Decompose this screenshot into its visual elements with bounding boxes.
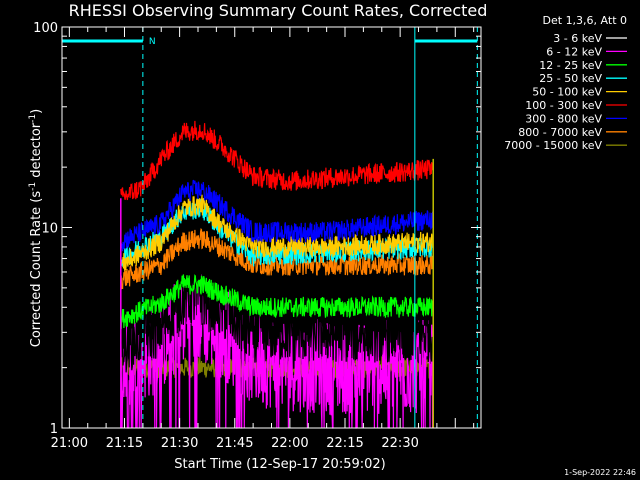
x-axis-label: Start Time (12-Sep-17 20:59:02) bbox=[174, 457, 385, 472]
series-line-7 bbox=[120, 227, 434, 290]
y-axis-label-sup2: -1 bbox=[28, 114, 38, 123]
x-tick-label: 22:30 bbox=[381, 436, 418, 451]
x-tick-label: 21:45 bbox=[216, 436, 253, 451]
series-line-2 bbox=[120, 274, 434, 330]
footer-timestamp: 1-Sep-2022 22:46 bbox=[564, 468, 636, 477]
y-axis-label-sup1: -1 bbox=[28, 182, 38, 191]
series-line-4 bbox=[120, 194, 434, 271]
legend-label-6: 300 - 800 keV bbox=[525, 112, 602, 125]
legend-label-2: 12 - 25 keV bbox=[539, 59, 602, 72]
y-axis-label-mid: detector bbox=[29, 122, 44, 182]
legend-title: Det 1,3,6, Att 0 bbox=[543, 14, 627, 27]
axes: 1 10 100 21:00 21:15 21:30 21:45 22:00 22:15 22:3… bbox=[33, 21, 482, 451]
y-tick-label: 1 bbox=[50, 422, 58, 437]
legend-label-0: 3 - 6 keV bbox=[553, 32, 602, 45]
y-axis-label-main: Corrected Count Rate (s bbox=[29, 191, 44, 348]
legend-label-8: 7000 - 15000 keV bbox=[504, 139, 602, 152]
y-tick-label: 10 bbox=[41, 222, 58, 237]
y-tick-label: 100 bbox=[33, 21, 58, 36]
x-tick-label: 22:00 bbox=[271, 436, 308, 451]
y-axis-label: Corrected Count Rate (s-1 detector-1) bbox=[28, 109, 44, 347]
legend-label-5: 100 - 300 keV bbox=[525, 99, 602, 112]
plot-area: N bbox=[61, 27, 478, 429]
y-axis-label-end: ) bbox=[29, 109, 44, 114]
annotation-n: N bbox=[149, 37, 156, 47]
x-tick-label: 21:00 bbox=[51, 436, 88, 451]
legend-label-4: 50 - 100 keV bbox=[532, 86, 602, 99]
chart-title: RHESSI Observing Summary Count Rates, Co… bbox=[69, 1, 488, 20]
legend-label-7: 800 - 7000 keV bbox=[518, 126, 602, 139]
series-line-5 bbox=[120, 120, 434, 201]
x-tick-label: 21:15 bbox=[106, 436, 143, 451]
legend-label-3: 25 - 50 keV bbox=[539, 72, 602, 85]
x-tick-label: 22:15 bbox=[326, 436, 363, 451]
legend-label-1: 6 - 12 keV bbox=[546, 45, 602, 58]
x-tick-label: 21:30 bbox=[161, 436, 198, 451]
series-line-6 bbox=[120, 179, 434, 252]
